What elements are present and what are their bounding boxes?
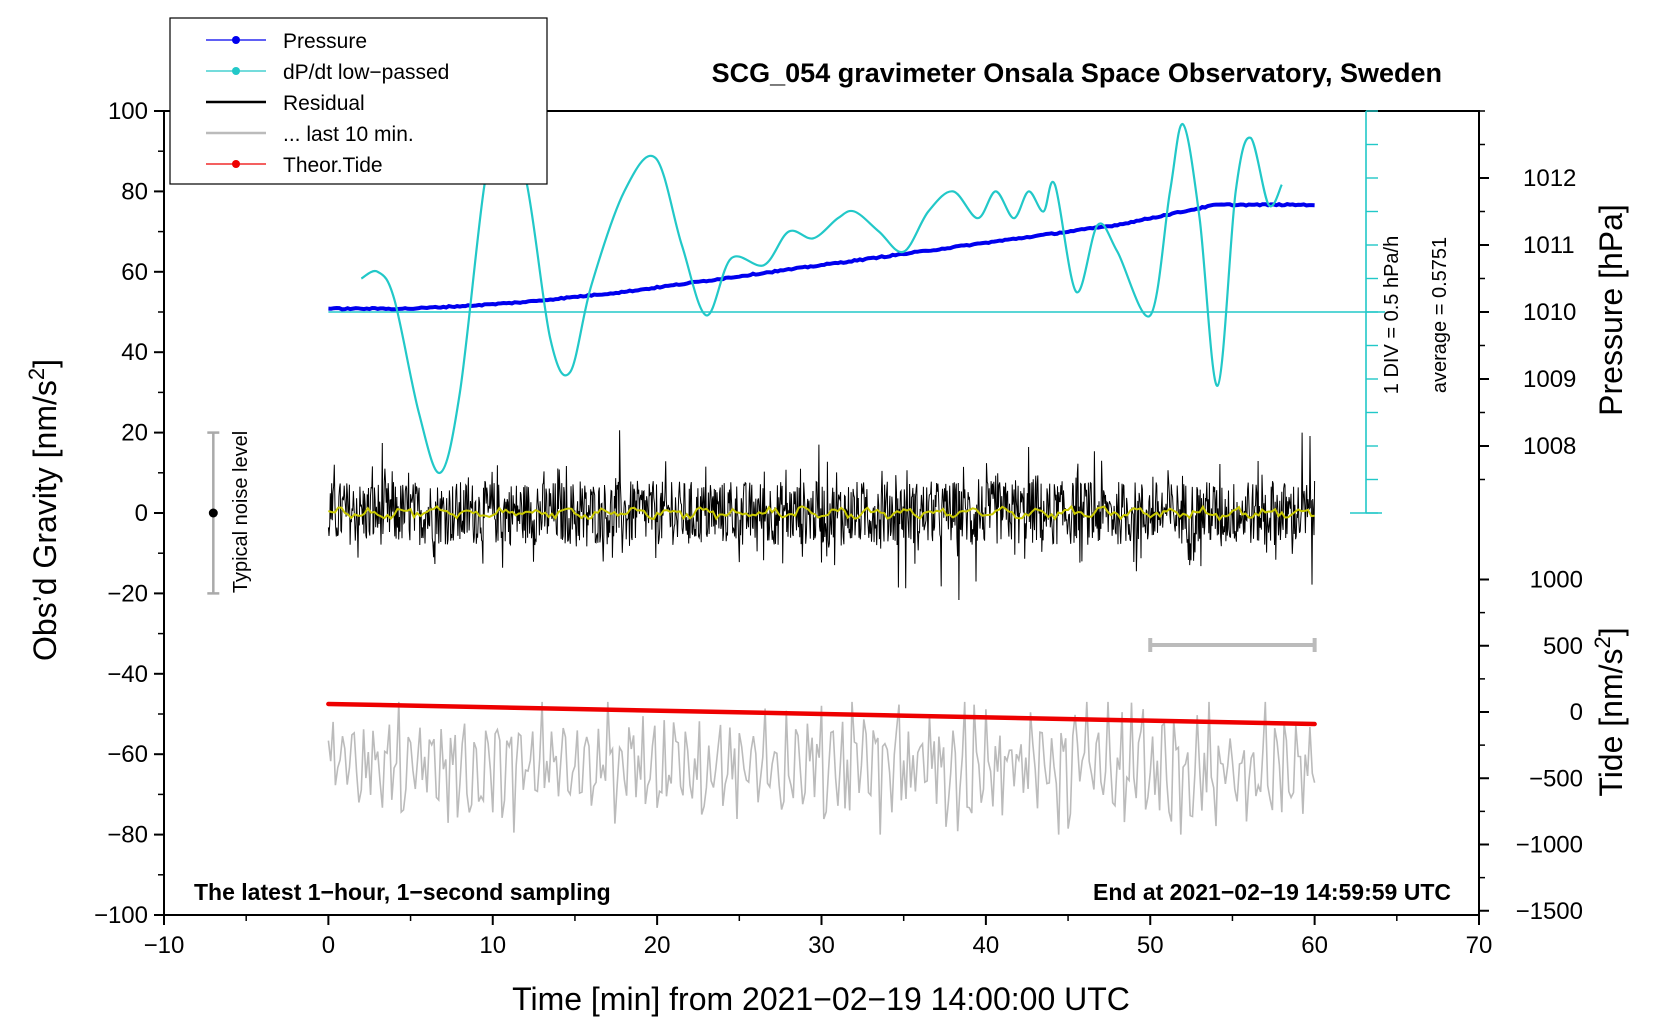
pressure-tick-label: 1012	[1523, 165, 1576, 192]
y-tick-label-left: −60	[107, 741, 148, 768]
y-tick-label-left: 0	[135, 500, 148, 527]
legend-label-tide: Theor.Tide	[283, 154, 383, 177]
annotation-end-time: End at 2021−02−19 14:59:59 UTC	[1093, 879, 1451, 905]
y-tick-label-left: −80	[107, 822, 148, 849]
x-tick-label: 40	[973, 932, 1000, 959]
x-tick-label: 30	[808, 932, 835, 959]
legend-marker-tide	[232, 160, 240, 168]
noise-level-label: Typical noise level	[230, 431, 252, 593]
pressure-line	[328, 202, 1315, 312]
legend-label-dpdt: dP/dt low−passed	[283, 61, 449, 84]
data-series	[326, 123, 1317, 835]
legend-marker-dpdt	[232, 67, 240, 75]
tide-tick-label: −1000	[1516, 832, 1583, 859]
tide-tick-label: −1500	[1516, 898, 1583, 925]
y-tick-label-left: −40	[107, 661, 148, 688]
tide-tick-label: 1000	[1530, 567, 1583, 594]
y-axis-title-left-text: Obs’d Gravity [nm/s	[27, 380, 63, 661]
x-tick-label: 0	[322, 932, 335, 959]
tide-tick-label: −500	[1529, 765, 1583, 792]
y-axis-title-tide-text: Tide [nm/s	[1593, 648, 1629, 796]
y-axis-title-left-sup: 2	[24, 368, 49, 380]
pressure-tick-label: 1008	[1523, 433, 1576, 460]
y-tick-label-left: −20	[107, 580, 148, 607]
noise-level-center-dot	[208, 508, 218, 518]
axis-ticks: −10 0 10 20 30 40 50 60 70−100−80−60−40−20020406…	[94, 98, 1583, 959]
y-axis-title-left-end: ]	[27, 359, 63, 368]
residual-smoothed-line	[328, 504, 1315, 522]
y-tick-label-left: −100	[94, 902, 148, 929]
legend-label-pressure: Pressure	[283, 30, 367, 53]
y-tick-label-left: 80	[121, 178, 148, 205]
y-tick-label-left: 40	[121, 339, 148, 366]
last10-line	[327, 701, 1316, 835]
y-axis-title-tide: Tide [nm/s2]	[1590, 627, 1629, 796]
legend-label-last10: ... last 10 min.	[283, 123, 414, 146]
y-tick-label-left: 60	[121, 259, 148, 286]
tide-tick-label: 500	[1543, 633, 1583, 660]
tide-line	[326, 701, 1317, 727]
legend-marker-pressure	[232, 36, 240, 44]
x-tick-label: 70	[1466, 932, 1493, 959]
x-tick-label: 50	[1137, 932, 1164, 959]
x-tick-label: 20	[644, 932, 671, 959]
y-axis-title-tide-end: ]	[1593, 627, 1629, 636]
y-tick-label-left: 20	[121, 420, 148, 447]
pressure-tick-label: 1010	[1523, 299, 1576, 326]
legend-label-residual: Residual	[283, 92, 365, 115]
pressure-tick-label: 1011	[1523, 232, 1575, 259]
x-tick-label: 10	[479, 932, 506, 959]
chart-title: SCG_054 gravimeter Onsala Space Observat…	[712, 58, 1442, 88]
y-axis-title-left: Obs’d Gravity [nm/s2]	[24, 359, 63, 661]
x-tick-label: −10	[144, 932, 185, 959]
y-tick-label-left: 100	[108, 98, 148, 125]
average-label: average = 0.5751	[1429, 237, 1451, 393]
div-scale-label: 1 DIV = 0.5 hPa/h	[1381, 236, 1403, 394]
x-tick-label: 60	[1301, 932, 1328, 959]
y-axis-title-tide-sup: 2	[1590, 636, 1615, 648]
legend: Pressure dP/dt low−passed Residual ... l…	[169, 17, 548, 185]
y-axis-title-pressure: Pressure [hPa]	[1593, 204, 1629, 416]
x-axis-title: Time [min] from 2021−02−19 14:00:00 UTC	[512, 981, 1130, 1017]
tide-tick-label: 0	[1570, 699, 1583, 726]
pressure-tick-label: 1009	[1523, 366, 1576, 393]
annotation-sampling: The latest 1−hour, 1−second sampling	[194, 879, 611, 905]
